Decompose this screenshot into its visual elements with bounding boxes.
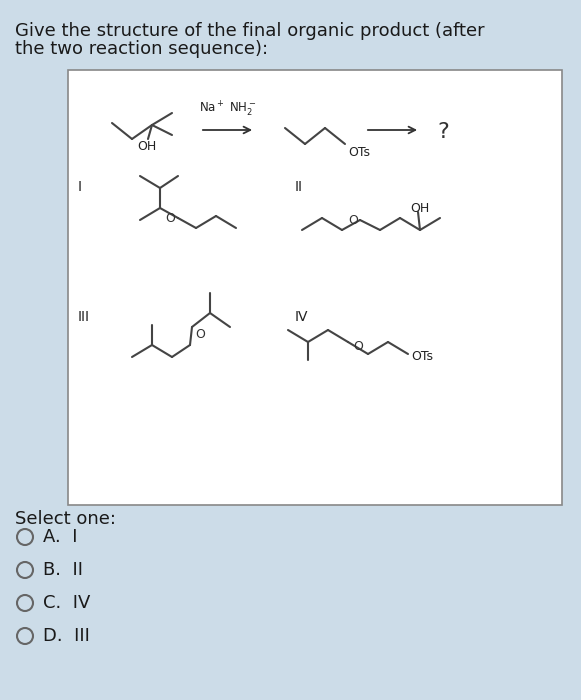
- Text: Select one:: Select one:: [15, 510, 116, 528]
- Text: O: O: [353, 340, 363, 354]
- Text: Give the structure of the final organic product (after: Give the structure of the final organic …: [15, 22, 485, 40]
- FancyBboxPatch shape: [68, 70, 562, 505]
- Text: O: O: [195, 328, 205, 342]
- Text: C.  IV: C. IV: [43, 594, 91, 612]
- Text: IV: IV: [295, 310, 309, 324]
- Text: OTs: OTs: [411, 351, 433, 363]
- Text: O: O: [348, 214, 358, 228]
- Text: the two reaction sequence):: the two reaction sequence):: [15, 40, 268, 58]
- Text: D.  III: D. III: [43, 627, 90, 645]
- Text: Na$^+$ NH$_2^-$: Na$^+$ NH$_2^-$: [199, 99, 257, 118]
- Text: OH: OH: [410, 202, 429, 215]
- Text: B.  II: B. II: [43, 561, 83, 579]
- Text: II: II: [295, 180, 303, 194]
- Text: OH: OH: [137, 141, 157, 153]
- Text: III: III: [78, 310, 90, 324]
- Text: ?: ?: [437, 122, 449, 142]
- Text: I: I: [78, 180, 82, 194]
- Text: O: O: [165, 213, 175, 225]
- Text: A.  I: A. I: [43, 528, 77, 546]
- Text: OTs: OTs: [348, 146, 370, 158]
